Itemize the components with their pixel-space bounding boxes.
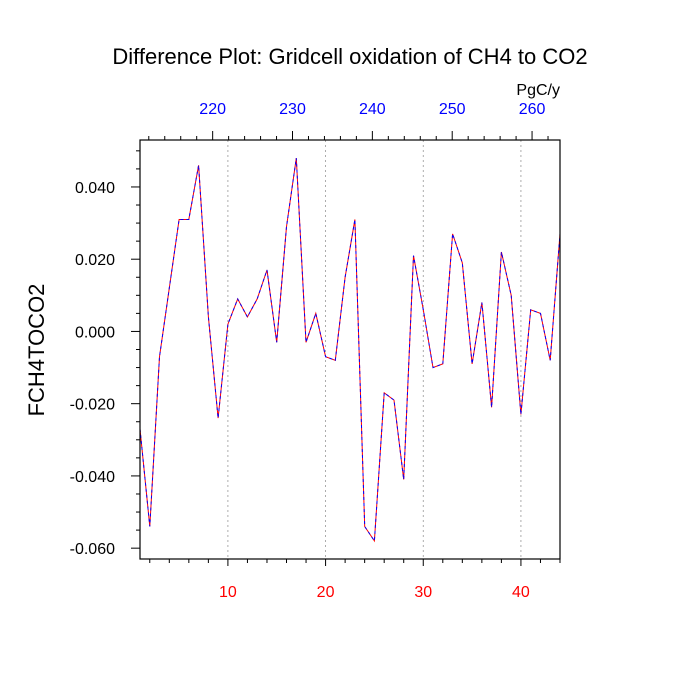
series-line-red-0 xyxy=(139,158,561,543)
x-tick-label-40: 40 xyxy=(512,584,530,601)
top-tick-label-220: 220 xyxy=(199,101,226,118)
x-tick-label-10: 10 xyxy=(219,584,237,601)
y-tick-label--0.020: -0.020 xyxy=(70,397,115,414)
y-tick-label-0.000: 0.000 xyxy=(75,324,115,341)
y-tick-label--0.040: -0.040 xyxy=(70,469,115,486)
chart-title: Difference Plot: Gridcell oxidation of C… xyxy=(112,44,587,69)
gridlines xyxy=(227,140,522,559)
top-tick-label-250: 250 xyxy=(439,101,466,118)
top-tick-label-230: 230 xyxy=(279,101,306,118)
series-line-blue-0 xyxy=(139,158,561,543)
x-tick-label-30: 30 xyxy=(414,584,432,601)
x-tick-label-20: 20 xyxy=(317,584,335,601)
plot-frame xyxy=(139,139,561,560)
tick-labels: 10 20 30 40 220 230 240 250 260 0.040 0.020 0.000 -0… xyxy=(70,101,546,601)
y-tick-label-0.020: 0.020 xyxy=(75,252,115,269)
top-tick-label-260: 260 xyxy=(519,101,546,118)
top-tick-label-240: 240 xyxy=(359,101,386,118)
y-tick-label--0.060: -0.060 xyxy=(70,541,115,558)
y-axis-label: FCH4TOCO2 xyxy=(24,284,49,417)
y-tick-label-0.040: 0.040 xyxy=(75,180,115,197)
series-lines xyxy=(139,158,561,543)
axis-ticks xyxy=(131,131,561,566)
units-label: PgC/y xyxy=(516,82,560,99)
